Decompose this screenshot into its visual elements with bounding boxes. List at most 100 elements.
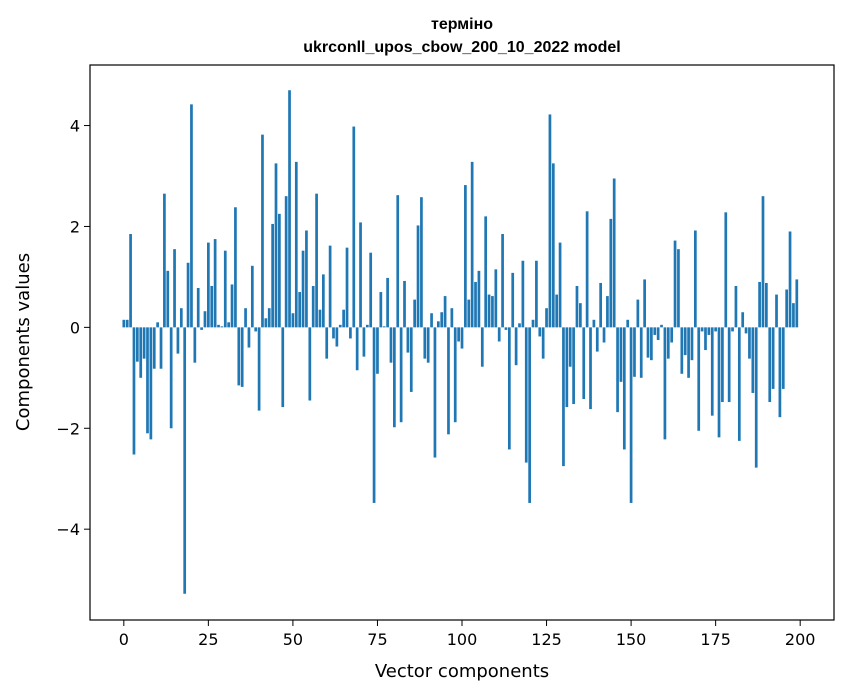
bars-group: [122, 90, 799, 594]
bar-158: [656, 327, 660, 340]
bar-69: [355, 327, 359, 371]
chart-title-line2: ukrconll_upos_cbow_200_10_2022 model: [303, 39, 620, 56]
bar-157: [653, 327, 657, 335]
bar-153: [639, 327, 643, 378]
bar-36: [244, 308, 247, 328]
bar-70: [359, 222, 362, 328]
bar-59: [321, 274, 325, 328]
bar-150: [629, 327, 633, 503]
bar-76: [379, 292, 383, 328]
y-tick-label-0: 0: [70, 318, 80, 337]
bar-135: [579, 303, 582, 328]
bar-29: [220, 326, 224, 328]
bar-101: [464, 185, 467, 328]
bar-72: [365, 324, 369, 328]
bar-55: [308, 327, 312, 401]
bar-171: [700, 327, 704, 332]
bar-148: [622, 327, 626, 450]
bar-2: [129, 234, 132, 328]
x-tick-label-25: 25: [198, 630, 218, 649]
x-axis-label: Vector components: [375, 661, 549, 682]
bar-112: [501, 234, 504, 328]
bar-183: [741, 312, 745, 328]
bar-38: [250, 265, 254, 328]
bar-4: [135, 327, 139, 362]
bar-173: [707, 327, 711, 335]
bar-60: [325, 327, 329, 359]
bar-71: [362, 327, 366, 357]
bar-170: [697, 327, 701, 431]
bar-182: [737, 327, 741, 441]
y-axis-label: Components values: [13, 253, 34, 431]
bar-64: [338, 324, 342, 328]
x-tick-label-75: 75: [367, 630, 387, 649]
bar-125: [545, 308, 548, 328]
bar-27: [213, 239, 217, 328]
bar-49: [288, 90, 291, 328]
bar-51: [294, 161, 298, 328]
bar-128: [555, 294, 559, 328]
bar-110: [494, 269, 498, 328]
bar-141: [599, 282, 603, 328]
bar-32: [230, 284, 234, 328]
bar-19: [186, 262, 190, 328]
bar-83: [403, 280, 406, 328]
bar-195: [781, 327, 785, 389]
bar-167: [687, 327, 690, 378]
bar-96: [447, 327, 450, 435]
bar-138: [589, 327, 592, 410]
bar-107: [484, 216, 488, 328]
bar-99: [457, 327, 460, 342]
bar-179: [727, 327, 731, 403]
bar-102: [467, 299, 471, 328]
bar-61: [328, 245, 332, 328]
bar-124: [541, 327, 545, 359]
bar-188: [758, 281, 761, 328]
bar-189: [761, 196, 765, 328]
bar-144: [609, 218, 613, 328]
bar-151: [633, 327, 636, 377]
bar-1: [125, 319, 129, 328]
bar-186: [751, 327, 755, 393]
bar-169: [693, 230, 697, 328]
bar-118: [521, 260, 525, 328]
bar-87: [416, 225, 420, 328]
bar-93: [436, 321, 440, 328]
bar-81: [396, 195, 400, 328]
bar-18: [183, 327, 187, 594]
bar-168: [690, 327, 694, 361]
bar-77: [382, 326, 386, 328]
bar-111: [497, 327, 501, 342]
bar-185: [748, 327, 751, 359]
bar-63: [335, 327, 339, 347]
bar-14: [169, 327, 173, 429]
bar-57: [315, 193, 318, 328]
bar-165: [680, 327, 684, 374]
bar-164: [677, 249, 680, 328]
x-tick-label-50: 50: [283, 630, 303, 649]
bar-85: [409, 327, 413, 392]
bar-190: [765, 282, 768, 328]
bar-145: [612, 178, 616, 328]
bar-37: [247, 327, 251, 348]
bar-44: [271, 223, 274, 328]
bar-7: [146, 327, 149, 434]
bar-94: [440, 312, 444, 328]
bar-79: [389, 327, 393, 363]
bar-197: [788, 231, 792, 328]
bar-34: [237, 327, 241, 386]
bar-192: [771, 327, 775, 389]
bar-89: [423, 327, 427, 359]
chart-title-line1: терміно: [431, 16, 493, 33]
bar-105: [477, 270, 481, 328]
bar-166: [683, 327, 687, 356]
bar-174: [710, 327, 714, 416]
bar-53: [301, 250, 305, 328]
bar-3: [132, 327, 136, 455]
bar-84: [406, 327, 410, 353]
bar-120: [528, 327, 531, 503]
x-tick-label-100: 100: [447, 630, 478, 649]
bar-65: [342, 309, 345, 328]
bar-176: [717, 327, 721, 438]
